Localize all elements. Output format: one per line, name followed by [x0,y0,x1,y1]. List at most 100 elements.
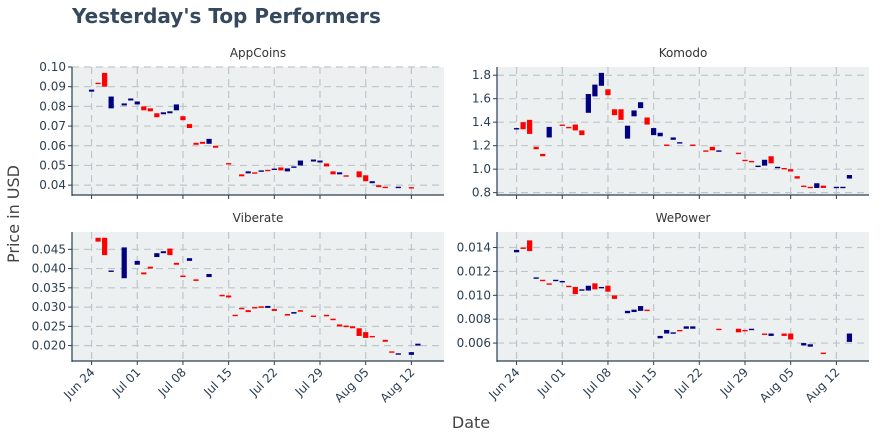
candle [657,335,663,339]
candle [579,289,585,291]
candle [637,102,644,109]
candle [703,150,709,152]
candle [232,314,238,317]
candle [408,187,414,189]
x-tick-label: Jul 22 [246,365,280,399]
candle [154,253,160,258]
candle [310,315,317,317]
candle [343,175,349,177]
candle [330,318,336,321]
candle [141,272,147,275]
candle [154,113,160,118]
candle [585,285,591,291]
candle [245,171,251,174]
candle [559,124,565,126]
x-tick-label: Jul 29 [717,365,751,399]
y-tick-label: 0.012 [457,264,491,278]
candle [801,185,807,188]
candle [239,174,245,177]
candle [755,165,761,168]
candle [644,309,650,312]
candle [212,145,219,148]
candle [520,122,526,130]
candle [533,277,539,279]
candle [735,152,742,155]
panel-title: AppCoins [230,46,286,60]
candle [690,326,696,329]
candle [716,150,722,152]
candle [88,89,95,92]
candle [258,170,264,172]
candle [160,251,166,254]
candle [781,333,787,336]
candle [716,328,722,331]
x-tick-label: Jul 15 [625,365,659,399]
y-tick-label: 0.08 [39,99,66,113]
candle [637,306,644,311]
candle [193,279,199,281]
candle [801,343,807,346]
candle [690,144,696,146]
x-tick-label: Jun 24 [60,365,97,402]
candle [618,109,624,120]
panel-appcoins: 0.04 0.05 0.06 0.07 0.08 0.09 0.10 AppCoins [39,46,444,199]
panel-title: Viberate [233,211,284,225]
candle [167,248,173,256]
candle [95,237,101,242]
candle [775,166,781,169]
candle [336,324,343,327]
candle [781,167,787,170]
candle [147,266,153,269]
y-tick-label: 0.006 [457,336,491,350]
candle [350,326,356,329]
candle [108,96,114,109]
y-tick-label: 0.04 [39,178,66,192]
y-tick-label: 0.030 [32,300,66,314]
candle [323,163,330,167]
candle [245,310,251,313]
candle [546,126,552,138]
candle [186,124,193,129]
x-tick-label: Jul 22 [671,365,705,399]
candle [369,335,375,338]
candle [108,270,114,272]
candle [199,141,206,144]
candle [167,111,173,114]
candle [820,185,826,188]
x-tick-label: Jul 08 [580,365,614,399]
candle [742,329,748,332]
candle [833,186,839,189]
candle [297,310,304,312]
candle [134,260,140,265]
candle [317,160,323,163]
candle [540,153,546,157]
y-tick-label: 0.020 [32,339,66,353]
y-tick-label: 1.6 [472,92,491,106]
y-tick-label: 1.8 [472,68,491,82]
candle [768,156,774,164]
x-tick-label: Jun 24 [485,365,522,402]
candle [102,72,108,87]
candle [356,171,362,178]
candle [670,137,676,140]
candle [611,295,618,299]
candle [788,333,794,340]
candle [193,142,199,145]
candle [356,328,362,336]
x-axis-label: Date [452,413,490,432]
candle [284,314,290,316]
candle [415,343,421,346]
candle [376,185,382,188]
candle [735,328,742,333]
candle [239,307,245,310]
candle [840,186,846,189]
candle [513,128,520,130]
candle [226,163,232,165]
candle [651,128,657,136]
candle [768,333,774,336]
candle [180,275,186,278]
candle [566,285,572,288]
x-tick-label: Jul 15 [200,365,234,399]
y-tick-label: 1.2 [472,139,491,153]
